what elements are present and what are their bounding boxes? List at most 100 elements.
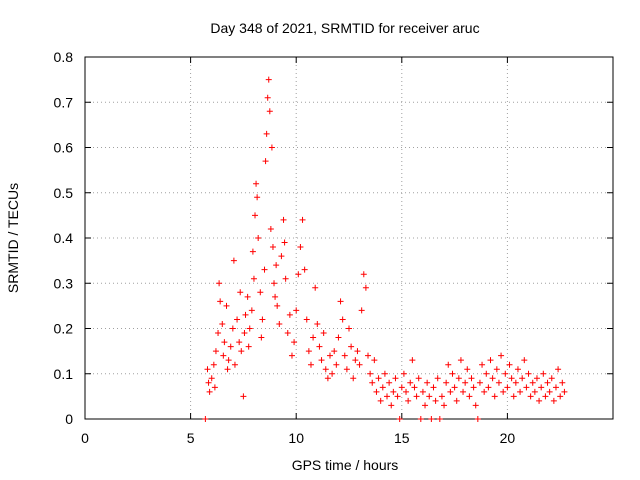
data-point — [552, 384, 559, 391]
y-tick-label: 0.5 — [54, 185, 74, 201]
data-point — [538, 384, 545, 391]
data-point — [548, 375, 555, 382]
data-point — [466, 393, 473, 400]
data-point — [476, 379, 483, 386]
data-point — [502, 370, 509, 377]
data-point — [491, 393, 498, 400]
data-point — [262, 158, 269, 165]
data-point — [508, 375, 515, 382]
data-point — [531, 388, 538, 395]
data-point — [407, 379, 414, 386]
chart-title: Day 348 of 2021, SRMTID for receiver aru… — [210, 20, 479, 36]
data-point — [208, 375, 215, 382]
data-point — [316, 343, 323, 350]
data-point — [250, 275, 257, 282]
data-point — [202, 416, 209, 422]
data-point — [468, 375, 475, 382]
data-point — [419, 388, 426, 395]
data-point — [525, 370, 532, 377]
data-point — [352, 357, 359, 364]
data-point — [438, 393, 445, 400]
data-point — [521, 357, 528, 364]
data-point — [479, 361, 486, 368]
data-point — [409, 357, 416, 364]
data-point — [379, 384, 386, 391]
data-point — [540, 370, 547, 377]
data-point — [258, 334, 265, 341]
data-point — [481, 388, 488, 395]
data-point — [417, 416, 424, 422]
data-point — [449, 370, 456, 377]
data-point — [223, 302, 230, 309]
data-point — [415, 375, 422, 382]
data-point — [485, 384, 492, 391]
data-point — [263, 130, 270, 137]
data-point — [519, 375, 526, 382]
data-point — [462, 379, 469, 386]
data-point — [343, 366, 350, 373]
data-point — [236, 339, 243, 346]
data-point — [445, 361, 452, 368]
data-point — [224, 366, 231, 373]
data-point — [215, 330, 222, 337]
data-point — [460, 388, 467, 395]
data-point — [238, 348, 245, 355]
data-point — [512, 379, 519, 386]
data-point — [227, 343, 234, 350]
data-point — [274, 302, 281, 309]
y-tick-label: 0.2 — [54, 321, 74, 337]
y-tick-label: 0.4 — [54, 230, 74, 246]
data-point — [394, 393, 401, 400]
data-point — [434, 375, 441, 382]
y-tick-label: 0.8 — [54, 49, 74, 65]
data-point — [441, 402, 448, 409]
data-point — [504, 384, 511, 391]
data-point — [400, 370, 407, 377]
data-point — [403, 388, 410, 395]
data-point — [517, 388, 524, 395]
data-point — [254, 194, 261, 201]
data-point — [272, 293, 279, 300]
data-point — [234, 316, 241, 323]
data-point — [428, 416, 435, 422]
data-point — [390, 388, 397, 395]
data-point — [533, 375, 540, 382]
data-point — [356, 361, 363, 368]
y-tick-label: 0.3 — [54, 275, 74, 291]
data-point — [447, 388, 454, 395]
data-point — [529, 379, 536, 386]
data-point — [266, 108, 273, 115]
data-point — [221, 339, 228, 346]
data-point — [358, 307, 365, 314]
data-point — [264, 94, 271, 101]
data-points — [202, 76, 568, 422]
data-point — [453, 397, 460, 404]
data-point — [405, 397, 412, 404]
x-tick-label: 10 — [288, 430, 304, 446]
data-point — [354, 348, 361, 355]
data-point — [299, 216, 306, 223]
data-point — [360, 271, 367, 278]
data-point — [341, 352, 348, 359]
data-point — [212, 348, 219, 355]
data-point — [386, 379, 393, 386]
data-point — [375, 375, 382, 382]
data-point — [259, 316, 266, 323]
data-point — [303, 316, 310, 323]
data-point — [245, 343, 252, 350]
data-point — [261, 266, 268, 273]
data-point — [483, 370, 490, 377]
data-point — [455, 375, 462, 382]
data-point — [536, 397, 543, 404]
data-point — [305, 348, 312, 355]
data-point — [324, 375, 331, 382]
data-point — [474, 416, 481, 422]
data-point — [561, 388, 568, 395]
data-point — [346, 325, 352, 332]
data-point — [265, 76, 272, 83]
data-point — [314, 320, 321, 327]
data-point — [443, 379, 450, 386]
data-point — [284, 330, 291, 337]
data-point — [348, 343, 355, 350]
data-point — [365, 352, 372, 359]
